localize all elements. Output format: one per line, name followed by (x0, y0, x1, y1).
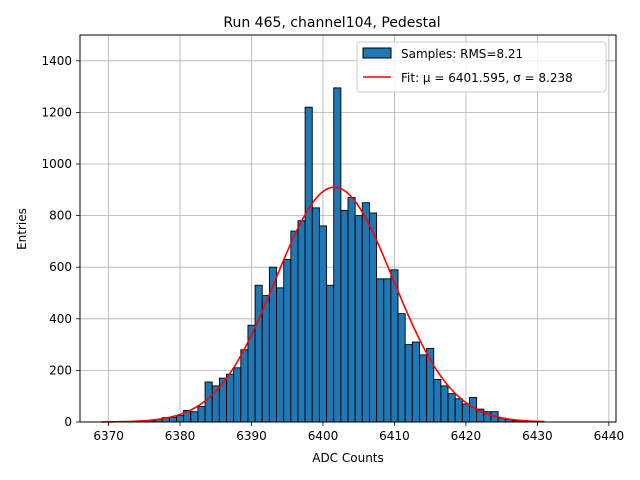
histogram-bar (397, 313, 406, 423)
y-tick-label: 1200 (41, 105, 72, 119)
y-tick-label: 800 (49, 209, 72, 223)
histogram-bar (354, 215, 363, 423)
y-tick-label: 600 (49, 260, 72, 274)
y-tick-label: 1000 (41, 157, 72, 171)
x-tick-label: 6410 (379, 429, 410, 443)
y-tick-label: 0 (64, 415, 72, 429)
histogram-bar (461, 403, 470, 423)
histogram-bar (447, 393, 456, 423)
y-axis-label: Entries (15, 208, 29, 250)
histogram-bar (326, 284, 335, 423)
x-tick-label: 6390 (236, 429, 267, 443)
histogram-bar (233, 367, 242, 423)
histogram-bar (318, 225, 328, 423)
legend-label-fit: Fit: μ = 6401.595, σ = 8.238 (401, 71, 573, 85)
histogram-bar (361, 202, 370, 423)
legend: Samples: RMS=8.21 Fit: μ = 6401.595, σ =… (356, 41, 607, 93)
legend-box (356, 41, 607, 93)
chart-title: Run 465, channel104, Pedestal (223, 15, 440, 31)
histogram-bar (168, 416, 177, 423)
histogram-bar (240, 349, 249, 423)
histogram-bar (411, 341, 420, 423)
histogram-bar (340, 209, 349, 423)
x-axis-ticks: 6370 6380 6390 6400 6410 6420 6430 6440 (93, 422, 624, 443)
histogram-bar (297, 220, 306, 423)
histogram-bar (390, 269, 399, 423)
y-axis-ticks: 0 200 400 600 800 1000 1200 1400 (41, 54, 80, 429)
x-tick-label: 6380 (165, 429, 196, 443)
x-tick-label: 6400 (308, 429, 339, 443)
histogram-bar (368, 212, 378, 423)
histogram-bar (204, 381, 213, 423)
fit-curve-group (101, 186, 545, 423)
histogram-bar (419, 354, 428, 423)
y-tick-label: 400 (49, 312, 72, 326)
y-tick-label: 1400 (41, 54, 72, 68)
histogram-bar (197, 406, 206, 423)
histogram-bar (383, 278, 392, 423)
histogram-bar (311, 207, 320, 423)
histogram-bar (433, 378, 442, 423)
x-tick-label: 6430 (522, 429, 553, 443)
histogram-bar (283, 259, 292, 423)
x-axis-label: ADC Counts (312, 451, 384, 465)
histogram-bar (254, 284, 263, 423)
histogram-bar (226, 373, 235, 423)
x-tick-label: 6420 (451, 429, 482, 443)
histogram-bar (440, 385, 449, 423)
histogram-bar (347, 197, 356, 423)
histogram-bar (333, 87, 342, 423)
histogram-bar (190, 411, 199, 423)
histogram-bar (290, 230, 299, 423)
y-tick-label: 200 (49, 363, 72, 377)
histogram-bar (454, 398, 463, 423)
histogram-bar (376, 278, 385, 423)
histogram-bar (261, 295, 270, 423)
histogram-bar (176, 415, 185, 423)
x-tick-label: 6370 (93, 429, 124, 443)
histogram-bar (304, 106, 313, 423)
histogram-bar (404, 344, 413, 423)
legend-swatch-samples (362, 47, 392, 59)
plot-frame (79, 34, 617, 423)
fit-curve (101, 186, 545, 423)
histogram-bar (469, 397, 478, 423)
x-tick-label: 6440 (594, 429, 625, 443)
histogram-bar (276, 287, 285, 423)
legend-label-samples: Samples: RMS=8.21 (401, 47, 523, 61)
